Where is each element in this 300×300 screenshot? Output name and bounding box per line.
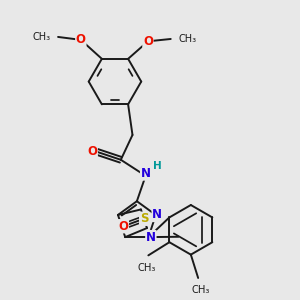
Text: CH₃: CH₃ bbox=[178, 34, 196, 44]
Text: O: O bbox=[76, 33, 86, 46]
Text: CH₃: CH₃ bbox=[33, 32, 51, 42]
Text: S: S bbox=[140, 212, 148, 225]
Text: H: H bbox=[153, 161, 162, 172]
Text: O: O bbox=[118, 220, 128, 233]
Text: N: N bbox=[141, 167, 151, 180]
Text: CH₃: CH₃ bbox=[192, 285, 210, 295]
Text: O: O bbox=[87, 145, 97, 158]
Text: O: O bbox=[143, 35, 153, 48]
Text: CH₃: CH₃ bbox=[138, 263, 156, 273]
Text: N: N bbox=[146, 231, 156, 244]
Text: N: N bbox=[152, 208, 162, 221]
